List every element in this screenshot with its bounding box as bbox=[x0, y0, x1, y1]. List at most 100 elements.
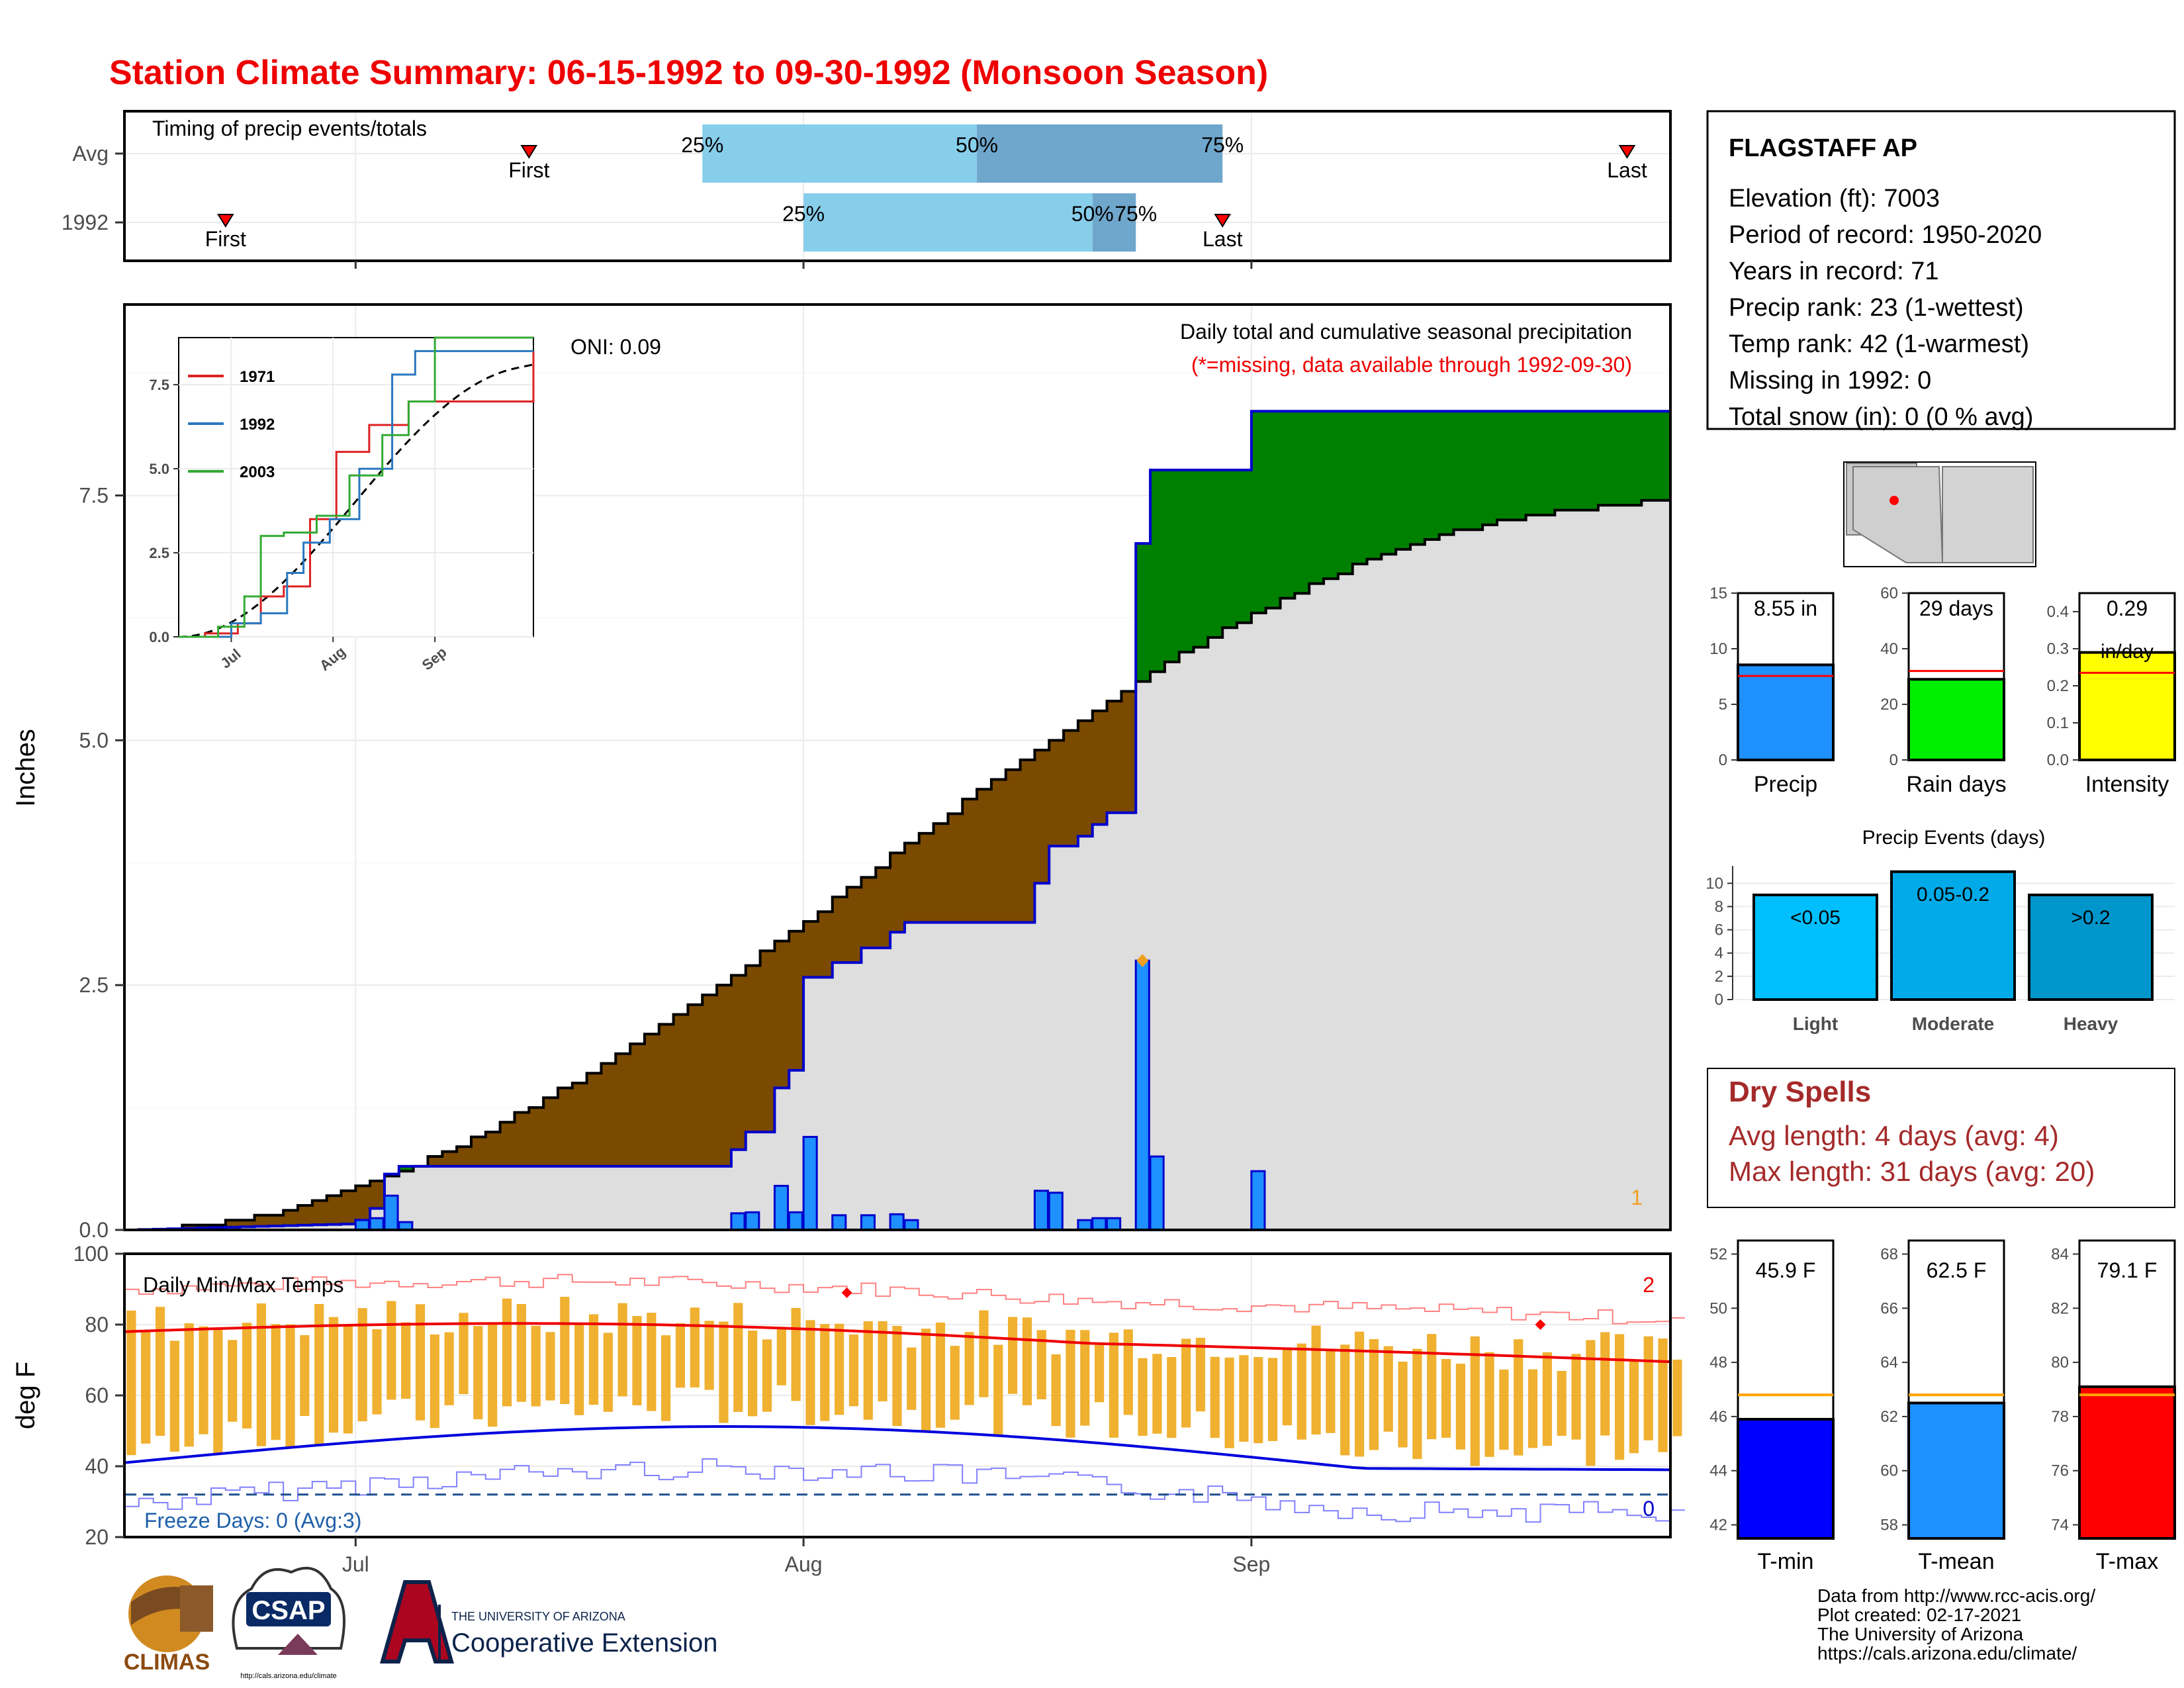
daily-temp-bar bbox=[892, 1325, 902, 1427]
daily-temp-bar bbox=[690, 1307, 700, 1387]
below-avg-fill bbox=[1092, 710, 1108, 825]
station-info-lines: Elevation (ft): 7003 Period of record: 19… bbox=[1729, 185, 2042, 431]
temp-summary-ytick-label: 84 bbox=[2051, 1245, 2069, 1263]
below-avg-fill bbox=[543, 1098, 559, 1166]
above-avg-fill bbox=[1656, 411, 1671, 500]
summary-ytick-label: 0 bbox=[1719, 751, 1727, 769]
avg-tmin-line bbox=[124, 1425, 1671, 1472]
daily-temp-bar bbox=[1643, 1336, 1653, 1440]
daily-precip-bar bbox=[369, 1217, 385, 1231]
station-info-line: Precip rank: 23 (1-wettest) bbox=[1729, 294, 2024, 322]
daily-temp-bar bbox=[155, 1307, 165, 1436]
station-info-line: Period of record: 1950-2020 bbox=[1729, 221, 2042, 249]
inset-avg-dashed-line bbox=[178, 363, 534, 638]
above-avg-fill bbox=[1237, 470, 1252, 623]
below-avg-fill bbox=[644, 1034, 660, 1166]
events-bar-value-label: >0.2 bbox=[2071, 907, 2110, 929]
summary-ytick-label: 20 bbox=[1880, 696, 1898, 714]
above-avg-fill bbox=[1453, 411, 1469, 530]
daily-temp-bar bbox=[1455, 1364, 1465, 1450]
xtick-label-aug: Aug bbox=[785, 1552, 823, 1576]
above-avg-fill bbox=[1612, 411, 1628, 506]
csap-logo-url: http://cals.arizona.edu/climate bbox=[240, 1672, 337, 1680]
below-avg-fill bbox=[688, 1004, 703, 1166]
summary-bar-label: Intensity bbox=[2085, 772, 2169, 797]
daily-temp-bar bbox=[661, 1335, 671, 1421]
climas-logo: CLIMAS bbox=[124, 1575, 213, 1675]
events-ytick-label: 8 bbox=[1715, 898, 1723, 915]
timing-q75-label: 75% bbox=[1201, 133, 1244, 157]
summary-value-label: 8.55 in bbox=[1754, 596, 1817, 620]
summary-bar-intensity bbox=[2078, 651, 2176, 761]
daily-temp-bar bbox=[1354, 1331, 1365, 1457]
below-avg-fill bbox=[991, 779, 1007, 923]
temp-summary-bar-t-min bbox=[1737, 1418, 1835, 1540]
timing-last-marker bbox=[1214, 214, 1231, 228]
events-bar-heavy bbox=[2028, 893, 2154, 1002]
daily-precip-bar bbox=[1134, 959, 1150, 1231]
station-info-line: Years in record: 71 bbox=[1729, 258, 1939, 285]
summary-ytick-label: 0.1 bbox=[2047, 714, 2069, 732]
timing-q75-label: 75% bbox=[1115, 202, 1157, 226]
daily-temp-bar bbox=[459, 1313, 469, 1395]
station-location-dot bbox=[1889, 496, 1899, 505]
daily-temp-bar bbox=[531, 1325, 541, 1407]
below-avg-fill bbox=[1077, 720, 1093, 837]
above-avg-fill bbox=[1295, 411, 1310, 594]
below-avg-fill bbox=[297, 1205, 313, 1225]
summary-ytick-label: 0.0 bbox=[2047, 751, 2069, 769]
events-bar-moderate bbox=[1890, 870, 2016, 1001]
below-avg-fill bbox=[442, 1151, 457, 1166]
daily-temp-bar bbox=[950, 1346, 960, 1420]
daily-precip-bar bbox=[903, 1219, 919, 1231]
summary-bars: 8.55 in 0 5 10 15 Precip 29 days 0 20 40 60 Rain da… bbox=[1709, 585, 2176, 797]
precip-ytick-label: 7.5 bbox=[79, 483, 109, 507]
summary-ytick-label: 5 bbox=[1719, 696, 1727, 714]
record-temp-marker bbox=[1535, 1319, 1546, 1330]
precip-corner-mark: 1 bbox=[1631, 1186, 1643, 1209]
above-avg-fill bbox=[1482, 411, 1498, 525]
below-avg-fill bbox=[355, 1186, 371, 1221]
ua-logo-letter bbox=[380, 1580, 454, 1664]
x-axis: Jul Aug Sep bbox=[342, 1537, 1270, 1576]
above-avg-fill bbox=[1164, 470, 1180, 662]
timing-first-marker bbox=[520, 145, 538, 159]
below-avg-fill bbox=[948, 814, 963, 923]
daily-temp-bar bbox=[1282, 1349, 1293, 1426]
above-avg-fill bbox=[1525, 411, 1541, 516]
below-avg-fill bbox=[745, 965, 761, 1133]
daily-temp-bar bbox=[502, 1298, 512, 1407]
daily-temp-bar bbox=[632, 1316, 642, 1405]
missing-note: (*=missing, data available through 1992-… bbox=[1191, 353, 1632, 377]
below-avg-fill bbox=[919, 833, 934, 923]
summary-ytick-label: 15 bbox=[1709, 585, 1727, 602]
temp-summary-ytick-label: 58 bbox=[1880, 1517, 1898, 1534]
timing-row-label: Avg bbox=[72, 142, 109, 165]
temp-summary-bar-label: T-mean bbox=[1918, 1549, 1994, 1574]
daily-temp-bar bbox=[835, 1323, 844, 1415]
daily-temp-bar bbox=[1427, 1334, 1437, 1440]
above-avg-fill bbox=[1352, 411, 1368, 565]
footer-line: The University of Arizona bbox=[1817, 1624, 2024, 1644]
temp-summary-ytick-label: 62 bbox=[1880, 1408, 1898, 1426]
record-temp-marker bbox=[841, 1287, 852, 1298]
daily-temp-bar bbox=[1267, 1358, 1278, 1441]
summary-bar-label: Precip bbox=[1754, 772, 1817, 797]
timing-last-label: Last bbox=[1203, 227, 1243, 251]
daily-precip-bar bbox=[730, 1212, 746, 1231]
below-avg-fill bbox=[197, 1225, 212, 1229]
below-avg-fill bbox=[817, 912, 833, 978]
daily-temp-bar bbox=[1152, 1354, 1162, 1434]
below-avg-fill bbox=[557, 1088, 573, 1166]
daily-temp-bar bbox=[213, 1329, 223, 1454]
below-avg-fill bbox=[1020, 759, 1036, 923]
daily-temp-bar bbox=[1080, 1330, 1090, 1426]
precip-panel-frame bbox=[123, 303, 1672, 1231]
temp-summary-ytick-label: 66 bbox=[1880, 1299, 1898, 1317]
location-map bbox=[1843, 461, 2036, 567]
above-avg-fill bbox=[1396, 411, 1411, 549]
daily-temp-bar bbox=[921, 1329, 931, 1431]
inset-ytick-label: 2.5 bbox=[149, 545, 169, 561]
station-info-line: Temp rank: 42 (1-warmest) bbox=[1729, 330, 2029, 358]
